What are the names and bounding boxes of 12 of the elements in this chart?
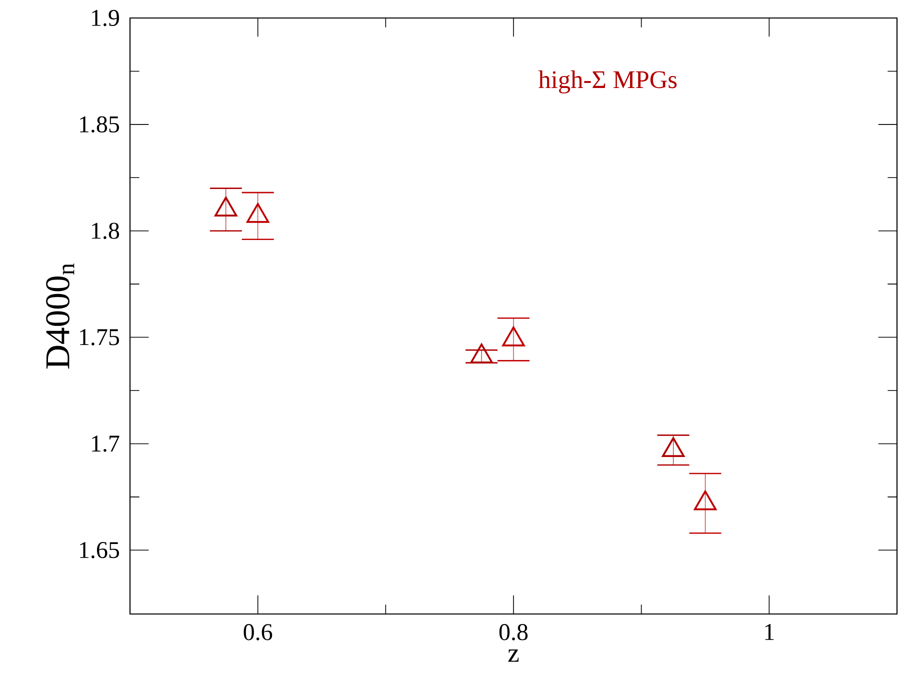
- y-axis-title: D4000$_{n}$: [46, 263, 74, 369]
- x-tick-label: 1: [765, 624, 774, 640]
- annotation: high-Σ MPGs: [538, 70, 677, 94]
- x-tick-label: 0.8: [499, 624, 528, 640]
- y-tick-label: 1.8: [92, 222, 120, 239]
- y-tick-label: 1.75: [80, 329, 120, 346]
- y-tick-label: 1.9: [92, 10, 119, 26]
- x-tick-label: 0.6: [244, 624, 272, 640]
- y-tick-label: 1.65: [80, 542, 120, 558]
- y-tick-label: 1.7: [92, 436, 120, 452]
- x-axis-title: z: [508, 650, 519, 662]
- y-tick-label: 1.85: [80, 116, 120, 133]
